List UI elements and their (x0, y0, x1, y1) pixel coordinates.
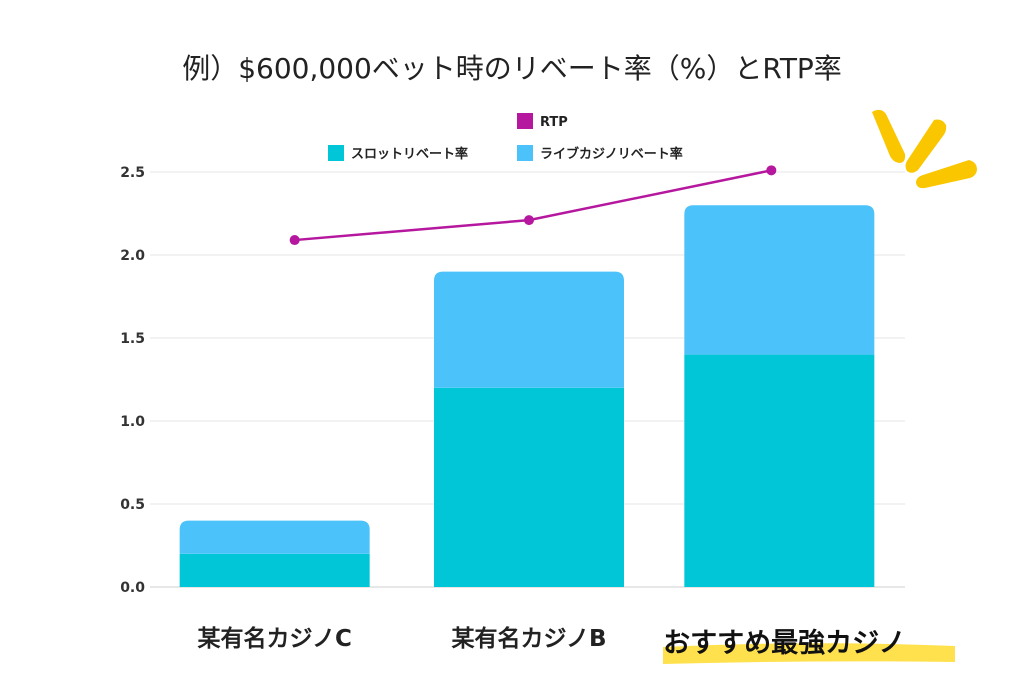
sparkle-stroke-3 (916, 160, 977, 189)
category-label-0: 某有名カジノC (197, 625, 351, 652)
sparkle-icon (872, 109, 977, 189)
y-tick-label: 1.5 (120, 331, 145, 347)
y-tick-label: 1.0 (120, 414, 145, 430)
y-axis-ticks: 0.0 0.5 1.0 1.5 2.0 2.5 (120, 165, 145, 596)
sparkle-stroke-2 (905, 119, 947, 173)
highlight-underline (663, 643, 955, 664)
bar-live-0 (179, 520, 370, 554)
legend-label-rtp: RTP (540, 115, 568, 130)
bar-slot-0 (179, 553, 370, 587)
y-tick-label: 2.0 (120, 248, 145, 264)
bar-live-1 (434, 271, 624, 388)
legend: RTP スロットリベート率 ライブカジノリベート率 (328, 113, 683, 162)
bar-slot-1 (434, 387, 624, 587)
rtp-point-0 (289, 235, 300, 246)
legend-label-live: ライブカジノリベート率 (540, 146, 683, 162)
rtp-point-1 (524, 215, 534, 226)
y-tick-label: 0.5 (120, 497, 145, 513)
sparkle-stroke-1 (872, 109, 906, 163)
category-label-1: 某有名カジノB (451, 625, 606, 652)
rtp-line (289, 165, 777, 246)
chart-title: 例）$600,000ベット時のリベート率（%）とRTP率 (182, 52, 842, 85)
legend-swatch-rtp (517, 113, 533, 129)
rtp-point-2 (766, 165, 777, 176)
y-tick-label: 0.0 (120, 580, 145, 596)
bars (179, 205, 875, 587)
bar-slot-2 (684, 354, 875, 587)
legend-swatch-live (517, 145, 533, 161)
y-tick-label: 2.5 (120, 165, 145, 181)
bar-live-2 (684, 205, 875, 355)
category-label-2: おすすめ最強カジノ (663, 628, 905, 659)
legend-label-slot: スロットリベート率 (351, 146, 468, 162)
category-labels: 某有名カジノC 某有名カジノB おすすめ最強カジノ (197, 625, 955, 664)
legend-swatch-slot (328, 145, 344, 161)
